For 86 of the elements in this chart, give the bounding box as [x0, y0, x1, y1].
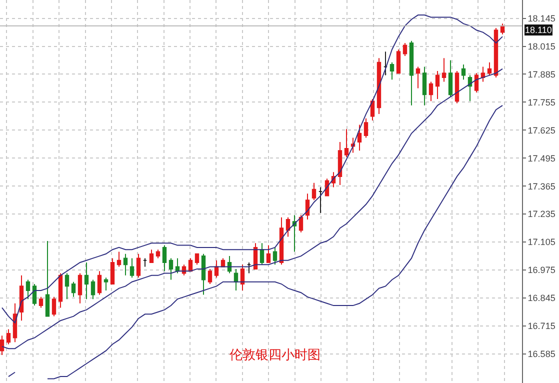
candlestick	[136, 253, 141, 278]
candlestick	[390, 62, 394, 80]
candlestick	[272, 246, 278, 266]
candlestick	[240, 264, 245, 291]
candlestick	[428, 81, 434, 102]
candlestick	[402, 42, 408, 56]
candlestick	[344, 128, 349, 158]
candlestick	[116, 251, 122, 268]
y-tick-label: 18.015	[528, 41, 556, 52]
candlestick	[0, 335, 4, 356]
y-tick-label: 16.715	[528, 321, 556, 332]
candlestick	[194, 253, 200, 266]
candlestick	[442, 58, 446, 82]
candlestick	[487, 62, 492, 76]
candlestick	[52, 296, 56, 317]
candlestick	[175, 258, 180, 274]
candlestick	[494, 27, 498, 78]
candlestick	[130, 258, 134, 278]
candlestick	[110, 258, 115, 285]
candlestick	[214, 260, 219, 278]
candlestick	[422, 66, 427, 106]
candlestick	[416, 66, 420, 89]
candlestick	[383, 51, 388, 76]
candlestick	[234, 268, 238, 291]
candlestick	[104, 277, 108, 291]
candlestick	[26, 279, 30, 300]
candlestick	[168, 258, 174, 280]
candlestick	[480, 66, 486, 82]
candlestick	[162, 244, 167, 272]
candlestick	[260, 242, 264, 266]
candlestick	[396, 48, 401, 74]
candlestick	[435, 70, 440, 100]
y-tick-label: 16.975	[528, 265, 556, 276]
candlestick	[474, 72, 479, 94]
candlestick	[45, 240, 50, 317]
candlestick	[279, 216, 284, 266]
y-tick-label: 17.235	[528, 209, 556, 220]
y-tick-label: 17.625	[528, 125, 556, 136]
candlestick	[305, 193, 310, 220]
ref-line-label: 18.110	[525, 25, 552, 35]
candlestick	[32, 284, 37, 306]
candlestick	[364, 118, 368, 138]
text: 伦敦银四小时图	[230, 348, 320, 363]
y-tick-label: 16.585	[528, 349, 556, 360]
candlestick	[156, 249, 160, 259]
candlestick	[71, 281, 76, 298]
candlestick	[90, 279, 96, 300]
candlestick	[149, 249, 154, 264]
candlestick	[19, 274, 24, 322]
candlestick	[468, 74, 472, 102]
candlestick	[12, 302, 18, 343]
line-series	[2, 68, 503, 350]
candlestick	[64, 272, 70, 300]
candlestick	[97, 270, 102, 296]
candlestick	[338, 142, 342, 186]
y-tick-label: 17.885	[528, 69, 556, 80]
candlestick	[84, 262, 89, 300]
candlestick	[266, 244, 271, 264]
candlestick	[461, 64, 466, 80]
candlestick	[123, 253, 128, 276]
line-series	[2, 14, 503, 324]
candlestick	[286, 216, 290, 238]
candlestick	[376, 58, 382, 115]
candlestick	[58, 272, 63, 308]
candlestick	[38, 296, 44, 308]
candlestick	[201, 253, 206, 296]
candlestick	[246, 262, 252, 274]
y-tick-label: 16.845	[528, 293, 556, 304]
candlestick	[370, 98, 375, 121]
y-tick-label: 18.145	[528, 13, 556, 24]
y-tick-label: 17.495	[528, 153, 556, 164]
candlestick	[409, 40, 414, 106]
y-tick-label: 17.755	[528, 97, 556, 108]
candlestick	[142, 258, 148, 268]
y-tick-label: 17.365	[528, 181, 556, 192]
candlestick	[318, 186, 323, 214]
candlestick	[312, 182, 316, 201]
candlestick	[454, 70, 460, 104]
candlestick	[292, 214, 297, 252]
candlestick	[448, 60, 453, 98]
candlestick	[78, 272, 82, 304]
candlestick	[6, 328, 11, 345]
candlestick	[357, 124, 362, 152]
candlestick	[227, 256, 232, 274]
candlestick	[208, 268, 212, 285]
y-tick-label: 17.105	[528, 237, 556, 248]
